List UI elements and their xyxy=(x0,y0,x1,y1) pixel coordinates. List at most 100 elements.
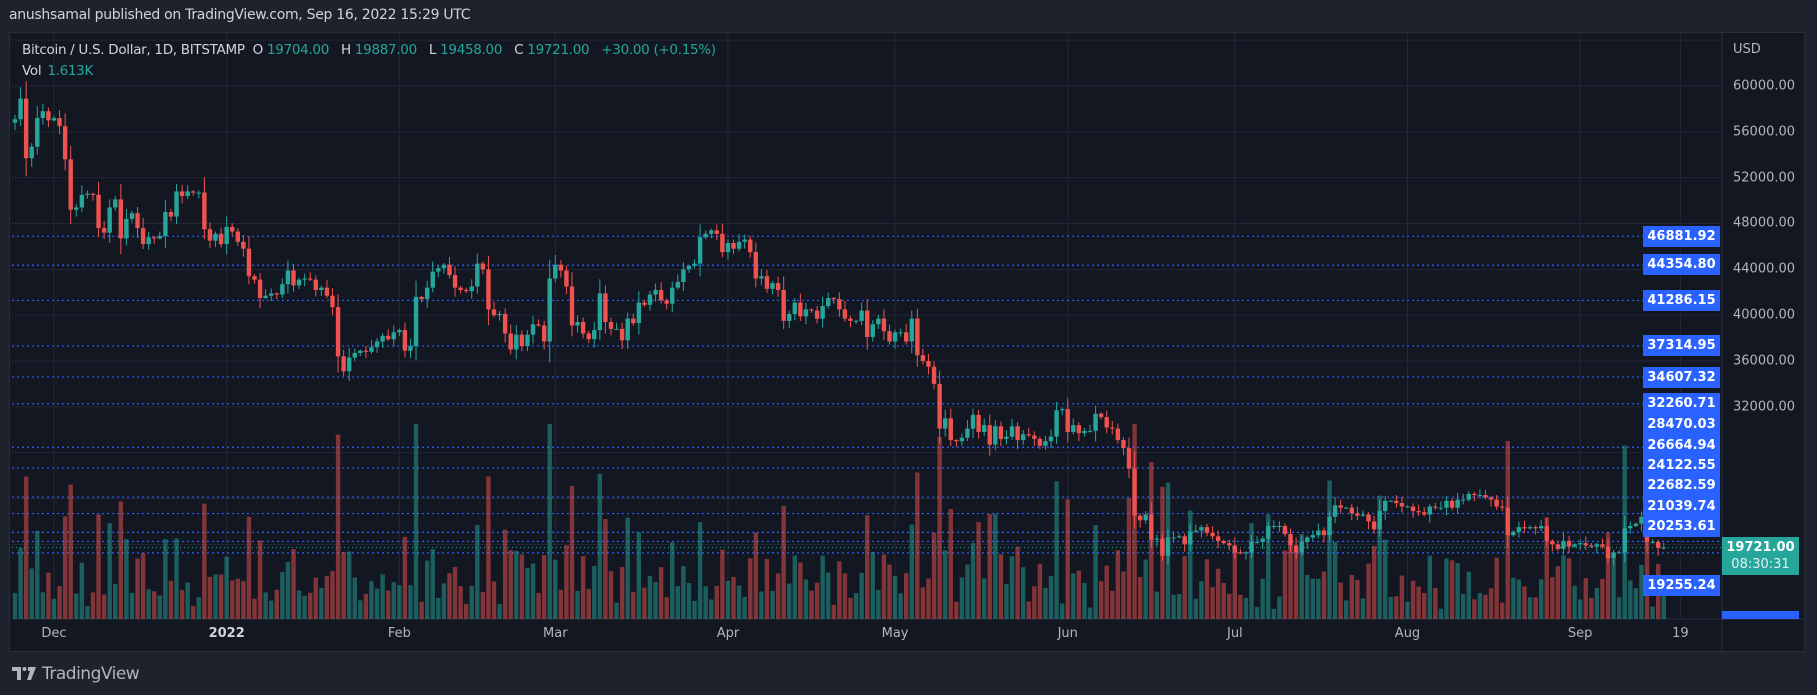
candle-up xyxy=(636,302,642,324)
volume-bar xyxy=(870,551,875,619)
candle-down xyxy=(586,333,591,340)
volume-bar xyxy=(826,572,831,619)
volume-bar xyxy=(881,554,887,619)
candle-up xyxy=(870,324,875,337)
volume-bar xyxy=(291,549,296,619)
candle-down xyxy=(23,98,29,159)
volume-bar xyxy=(1533,597,1538,619)
candle-down xyxy=(202,192,207,230)
candle-down xyxy=(1221,540,1226,544)
volume-bar xyxy=(1210,587,1215,619)
volume-bar xyxy=(101,594,107,619)
candle-down xyxy=(118,199,124,239)
volume-bar xyxy=(185,582,190,619)
candle-up xyxy=(686,265,692,270)
volume-bar xyxy=(1065,499,1070,619)
volume-legend[interactable]: Vol 1.613K xyxy=(22,63,93,79)
volume-bar xyxy=(1204,559,1210,619)
volume-bar xyxy=(803,579,809,619)
currency-label[interactable]: USD xyxy=(1733,42,1761,57)
volume-bar xyxy=(709,599,714,619)
candle-down xyxy=(998,426,1004,439)
candle-up xyxy=(469,286,474,292)
candle-up xyxy=(853,320,859,322)
price-level-label: 20253.61 xyxy=(1643,516,1720,537)
candle-up xyxy=(1572,544,1577,547)
volume-bar xyxy=(987,514,992,619)
volume-bar xyxy=(658,567,664,619)
candle-down xyxy=(1110,427,1115,429)
candle-up xyxy=(1299,542,1304,553)
candle-up xyxy=(681,269,686,282)
candle-up xyxy=(1377,511,1382,530)
candle-down xyxy=(1505,507,1510,536)
volume-bar xyxy=(319,587,324,619)
candle-up xyxy=(1305,537,1310,543)
candle-up xyxy=(1561,540,1566,549)
volume-bar xyxy=(1243,597,1249,619)
volume-bar xyxy=(79,562,85,619)
candle-down xyxy=(1098,413,1104,418)
volume-bar xyxy=(1188,510,1193,619)
candle-down xyxy=(1522,527,1527,529)
candle-up xyxy=(1405,506,1410,508)
candle-down xyxy=(1238,552,1243,554)
volume-bar xyxy=(1266,514,1271,619)
volume-bar xyxy=(764,559,770,619)
volume-bar xyxy=(257,540,263,619)
volume-bar xyxy=(1171,594,1176,619)
volume-bar xyxy=(1616,597,1622,619)
candle-up xyxy=(319,287,324,290)
volume-bar xyxy=(553,559,558,619)
current-price: 19721.00 xyxy=(1726,540,1795,555)
volume-bar xyxy=(937,436,942,619)
volume-bar xyxy=(196,597,202,619)
symbol-title[interactable]: Bitcoin / U.S. Dollar, 1D, BITSTAMP xyxy=(22,42,245,58)
volume-bar xyxy=(859,573,864,619)
candle-up xyxy=(163,212,168,237)
candle-down xyxy=(1104,417,1109,428)
volume-bar xyxy=(436,597,441,619)
candle-up xyxy=(213,233,218,241)
volume-bar xyxy=(441,583,447,619)
volume-bar xyxy=(230,580,235,619)
volume-bar xyxy=(419,601,424,619)
volume-bar xyxy=(135,558,140,619)
volume-bar xyxy=(191,605,196,619)
volume-bar xyxy=(1349,575,1354,619)
candle-up xyxy=(347,357,352,372)
volume-bar xyxy=(430,549,435,619)
volume-bar xyxy=(541,555,547,619)
candle-down xyxy=(335,307,341,357)
volume-bar xyxy=(1288,536,1293,619)
volume-bar xyxy=(296,590,302,619)
volume-bar xyxy=(1316,578,1321,619)
publish-info: anushsamal published on TradingView.com,… xyxy=(9,7,471,23)
volume-bar xyxy=(920,587,926,619)
low-value: L 19458.00 xyxy=(428,42,503,58)
volume-bar xyxy=(246,516,252,619)
candle-down xyxy=(1589,545,1594,547)
tradingview-logo-icon xyxy=(12,667,36,680)
candle-up xyxy=(892,332,898,342)
candle-down xyxy=(330,295,335,308)
candle-down xyxy=(218,233,224,245)
volume-bar xyxy=(96,514,101,619)
candle-up xyxy=(898,332,903,334)
candle-up xyxy=(174,191,179,217)
tradingview-logo[interactable]: TradingView xyxy=(12,664,140,684)
candle-up xyxy=(1199,527,1204,531)
candle-down xyxy=(831,297,836,300)
volume-bar xyxy=(1277,596,1282,619)
volume-bar xyxy=(1137,577,1143,619)
price-level-label: 32260.71 xyxy=(1643,393,1720,414)
candle-up xyxy=(1327,516,1332,536)
volume-bar xyxy=(224,556,229,619)
candle-up xyxy=(1271,525,1277,527)
candle-up xyxy=(35,118,40,147)
open-value: O 19704.00 xyxy=(252,42,330,58)
volume-bar xyxy=(1583,578,1588,619)
candle-up xyxy=(675,281,681,288)
candle-down xyxy=(1215,536,1221,541)
